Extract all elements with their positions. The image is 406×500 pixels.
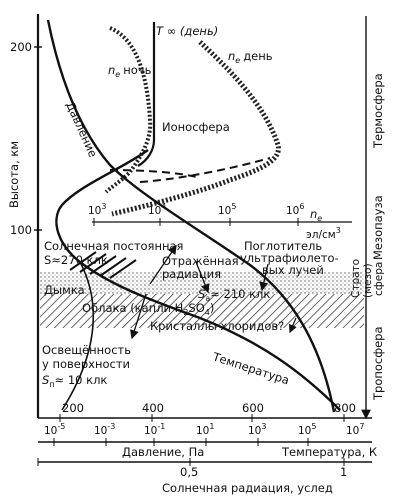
temp-tick-label-200: 200 — [62, 401, 84, 415]
rad-tick-label-1: 1 — [340, 465, 347, 479]
ne-night-dashed — [109, 169, 201, 179]
surface-line2: у поверхности — [42, 357, 130, 371]
solar-constant-line1: Солнечная постоянная — [44, 239, 183, 253]
temperature-axis-title: Температура, К — [281, 445, 377, 459]
strato-label-3: сфера — [373, 262, 385, 296]
solar-constant-line2: S≈270 клк — [44, 253, 108, 267]
crystals-arrow — [288, 317, 297, 334]
ne-axis-name: ne — [310, 207, 322, 223]
surface-line3: Sп≈ 10 клк — [42, 373, 107, 389]
ionosphere-label: Ионосфера — [162, 120, 230, 134]
temperature-curve-label: Температура — [210, 349, 291, 387]
haze-layer — [40, 272, 364, 294]
ne-tick-label-6: 106 — [286, 202, 304, 217]
reflected-line1: Отражённая — [162, 254, 239, 268]
pressure-axis-title: Давление, Па — [122, 445, 204, 459]
surface-arrow — [130, 293, 147, 340]
solar-rays — [69, 251, 137, 279]
thermosphere-label: Термосфера — [371, 73, 385, 149]
pressure-curve-label: Давление — [63, 100, 100, 160]
rad-axis-title: Солнечная радиация, услед — [162, 481, 333, 495]
sa-arrow — [195, 261, 210, 294]
mesopause-label: Мезопауза — [371, 195, 385, 260]
reflected-arrow — [149, 244, 177, 285]
clouds-label: Облака (капли H2SO4) — [82, 301, 214, 317]
y-tick-label-100: 100 — [10, 223, 32, 237]
y-tick-label-200: 200 — [10, 40, 32, 54]
ne-tick-label-4: 104 — [148, 202, 166, 217]
ne-tick-label-3: 103 — [88, 202, 106, 217]
p-tick-label-1: 10-5 — [44, 422, 65, 437]
p-tick-label-4: 101 — [196, 422, 214, 437]
absorber-line1: Поглотитель — [244, 239, 322, 253]
p-tick-label-3: 10-1 — [144, 422, 165, 437]
temp-tick-label-400: 400 — [142, 401, 164, 415]
surface-line1: Освещённость — [42, 343, 131, 357]
cloud-layer — [40, 294, 364, 328]
absorber-arrow — [259, 263, 269, 292]
rad-tick-label-05: 0,5 — [180, 465, 198, 479]
strato-label-1: Страто — [350, 259, 362, 298]
pressure-curve — [46, 19, 336, 413]
ne-tick-label-5: 105 — [218, 202, 236, 217]
strato-label-2: (мезо) — [362, 263, 374, 298]
temperature-curve — [55, 149, 341, 411]
t-inf-day-line — [137, 22, 156, 167]
p-tick-label-7: 107 — [346, 422, 364, 437]
haze-label: Дымка — [44, 283, 85, 297]
temp-tick-label-600: 600 — [242, 401, 264, 415]
p-tick-label-5: 103 — [248, 422, 266, 437]
troposphere-label: Тропосфера — [371, 327, 385, 402]
absorber-line2: ультрафиолето- — [240, 251, 339, 265]
absorber-line3: вых лучей — [262, 263, 324, 277]
sa-label: Sa≈ 210 клк — [198, 287, 270, 303]
ne-day-dashed — [139, 157, 271, 183]
p-tick-label-2: 10-3 — [94, 422, 115, 437]
temperature-left-branch — [61, 261, 94, 411]
crystals-label: Кристаллы хлоридов? — [150, 319, 284, 333]
t-inf-label: T ∞ (день) — [156, 24, 218, 38]
ne-night-curve — [104, 26, 153, 194]
temp-tick-label-800: 800 — [334, 401, 356, 415]
ne-day-label: ne день — [228, 49, 273, 65]
reflected-line2: радиация — [162, 267, 221, 281]
p-tick-label-6: 105 — [298, 422, 316, 437]
y-axis-title: Высота, км — [7, 141, 21, 208]
ne-night-label: ne ночь — [108, 63, 152, 79]
ne-unit-label: эл/см3 — [306, 226, 341, 241]
